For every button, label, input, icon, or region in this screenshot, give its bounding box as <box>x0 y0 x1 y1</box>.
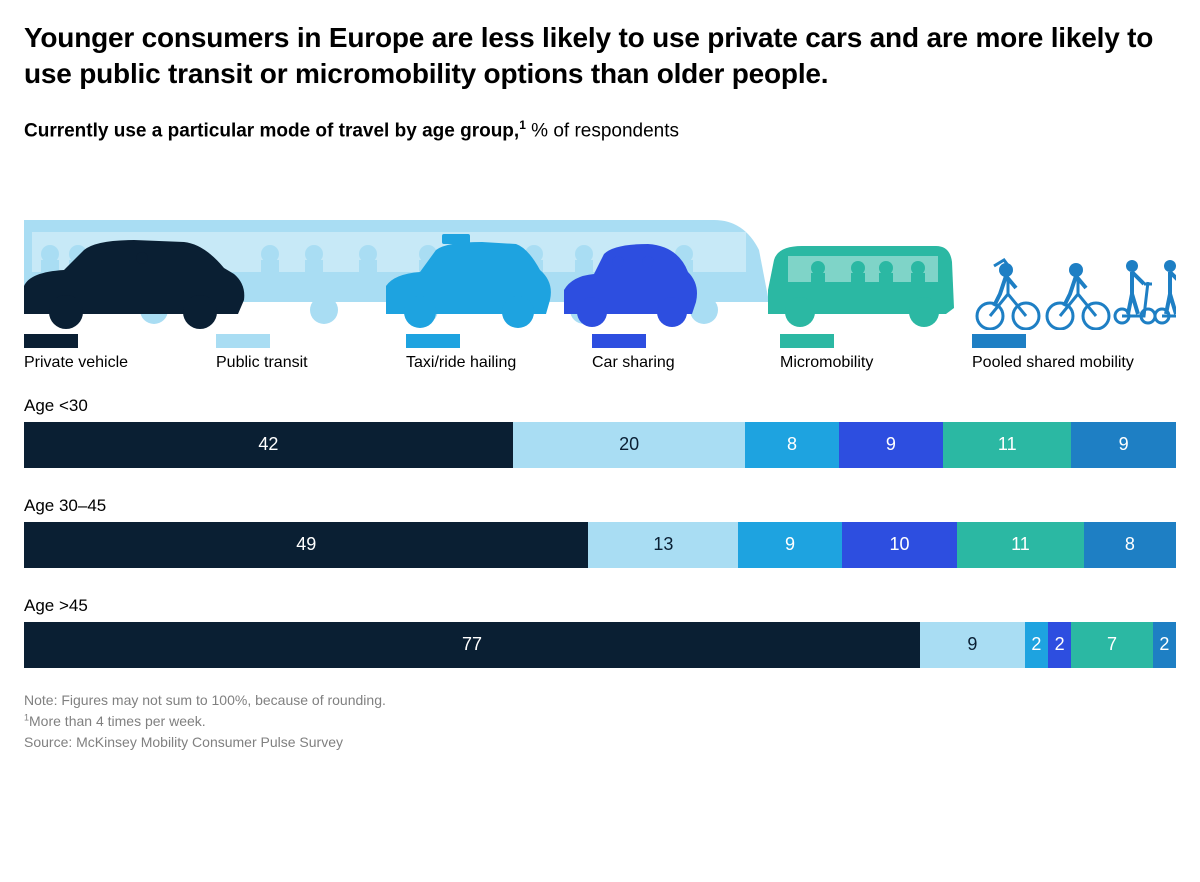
bar-row: Age 30–45 4913910118 <box>24 496 1176 568</box>
bar-segment-taxi: 8 <box>745 422 838 468</box>
legend-label: Private vehicle <box>24 354 216 372</box>
bar-segment-carshare: 10 <box>842 522 957 568</box>
legend-swatch <box>592 334 646 348</box>
legend-item-transit: Public transit <box>216 334 406 372</box>
bar-segment-private: 42 <box>24 422 513 468</box>
bar-segment-pooled: 9 <box>1071 422 1176 468</box>
chart-title: Younger consumers in Europe are less lik… <box>24 20 1176 92</box>
legend: Private vehiclePublic transitTaxi/ride h… <box>24 334 1176 372</box>
bar-row-label: Age >45 <box>24 596 1176 616</box>
subtitle-sup: 1 <box>519 118 526 132</box>
legend-item-micro: Micromobility <box>780 334 972 372</box>
stacked-bars: Age <30422089119Age 30–454913910118Age >… <box>24 396 1176 668</box>
footnote-note: Note: Figures may not sum to 100%, becau… <box>24 690 1176 711</box>
legend-swatch <box>780 334 834 348</box>
legend-label: Micromobility <box>780 354 972 372</box>
bar-segment-micro: 7 <box>1071 622 1152 668</box>
stacked-bar: 422089119 <box>24 422 1176 468</box>
bar-segment-transit: 9 <box>920 622 1025 668</box>
bar-segment-transit: 13 <box>588 522 738 568</box>
bar-segment-carshare: 2 <box>1048 622 1071 668</box>
legend-swatch <box>216 334 270 348</box>
footnote-1: More than 4 times per week. <box>29 713 206 729</box>
legend-label: Taxi/ride hailing <box>406 354 592 372</box>
footnotes: Note: Figures may not sum to 100%, becau… <box>24 690 1176 753</box>
bar-segment-private: 49 <box>24 522 588 568</box>
legend-item-private: Private vehicle <box>24 334 216 372</box>
legend-label: Pooled shared mobility <box>972 354 1176 372</box>
bar-row: Age <30422089119 <box>24 396 1176 468</box>
bar-segment-micro: 11 <box>943 422 1071 468</box>
legend-swatch <box>24 334 78 348</box>
bar-row: Age >457792272 <box>24 596 1176 668</box>
footnote-source: Source: McKinsey Mobility Consumer Pulse… <box>24 732 1176 753</box>
legend-item-pooled: Pooled shared mobility <box>972 334 1176 372</box>
stacked-bar: 7792272 <box>24 622 1176 668</box>
legend-item-taxi: Taxi/ride hailing <box>406 334 592 372</box>
vehicle-illustration <box>24 190 1176 330</box>
subtitle-light: % of respondents <box>526 120 679 141</box>
bar-segment-taxi: 2 <box>1025 622 1048 668</box>
stacked-bar: 4913910118 <box>24 522 1176 568</box>
bar-segment-pooled: 2 <box>1153 622 1176 668</box>
legend-item-carshare: Car sharing <box>592 334 780 372</box>
legend-label: Public transit <box>216 354 406 372</box>
chart-subtitle: Currently use a particular mode of trave… <box>24 118 1176 142</box>
bar-segment-transit: 20 <box>513 422 746 468</box>
bar-row-label: Age <30 <box>24 396 1176 416</box>
legend-label: Car sharing <box>592 354 780 372</box>
bar-segment-taxi: 9 <box>738 522 842 568</box>
bar-segment-carshare: 9 <box>839 422 944 468</box>
legend-swatch <box>972 334 1026 348</box>
subtitle-bold: Currently use a particular mode of trave… <box>24 120 519 141</box>
bar-segment-pooled: 8 <box>1084 522 1176 568</box>
bar-segment-private: 77 <box>24 622 920 668</box>
legend-swatch <box>406 334 460 348</box>
bar-segment-micro: 11 <box>957 522 1084 568</box>
bar-row-label: Age 30–45 <box>24 496 1176 516</box>
